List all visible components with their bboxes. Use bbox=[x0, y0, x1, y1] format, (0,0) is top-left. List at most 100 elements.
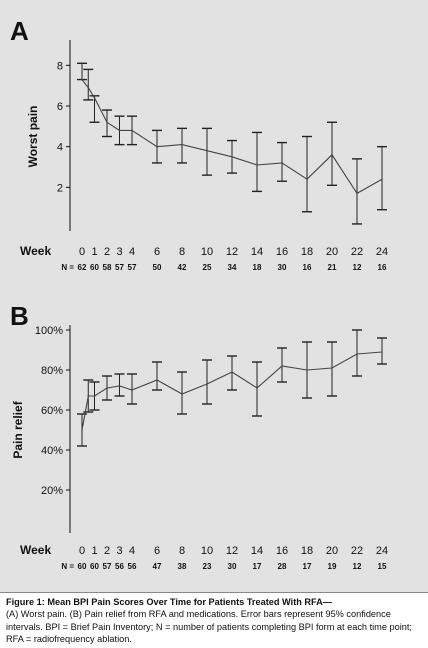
x-tick-label: 12 bbox=[226, 246, 238, 258]
data-point bbox=[331, 154, 333, 156]
x-tick-label: 1 bbox=[91, 246, 97, 258]
y-tick-label: 2 bbox=[57, 182, 63, 194]
x-tick-label: 10 bbox=[201, 246, 213, 258]
data-point bbox=[381, 178, 383, 180]
y-tick-label: 6 bbox=[57, 101, 63, 113]
n-value-label: 15 bbox=[378, 562, 387, 571]
data-point bbox=[256, 387, 258, 389]
x-tick-label: 1 bbox=[91, 545, 97, 557]
n-value-label: 28 bbox=[278, 562, 287, 571]
n-value-label: 16 bbox=[378, 263, 387, 272]
x-axis-label: Week bbox=[20, 543, 51, 557]
n-value-label: 57 bbox=[128, 263, 137, 272]
data-point bbox=[81, 429, 83, 431]
n-value-label: 21 bbox=[328, 263, 337, 272]
n-value-label: 30 bbox=[228, 562, 237, 571]
data-point bbox=[381, 351, 383, 353]
data-point bbox=[181, 143, 183, 146]
y-tick-label: 8 bbox=[57, 60, 63, 72]
n-value-label: 50 bbox=[153, 263, 162, 272]
data-point bbox=[156, 145, 158, 148]
n-value-label: 34 bbox=[228, 263, 237, 272]
x-tick-label: 3 bbox=[116, 545, 122, 557]
data-point bbox=[131, 129, 133, 132]
n-value-label: 17 bbox=[303, 562, 312, 571]
n-value-label: 23 bbox=[203, 562, 212, 571]
data-point bbox=[331, 367, 333, 369]
x-tick-label: 0 bbox=[79, 246, 85, 258]
data-point bbox=[231, 156, 233, 158]
y-tick-label: 20% bbox=[41, 485, 63, 497]
n-value-label: 18 bbox=[253, 263, 262, 272]
y-axis-label: Pain relief bbox=[11, 400, 25, 458]
data-point bbox=[281, 365, 283, 367]
n-value-label: 17 bbox=[253, 562, 262, 571]
x-tick-label: 20 bbox=[326, 246, 338, 258]
x-tick-label: 3 bbox=[116, 246, 122, 258]
data-point bbox=[93, 395, 96, 397]
data-point bbox=[118, 129, 121, 132]
x-tick-label: 22 bbox=[351, 545, 363, 557]
x-tick-label: 8 bbox=[179, 246, 185, 258]
data-point bbox=[181, 393, 183, 395]
n-value-label: 25 bbox=[203, 263, 212, 272]
data-point bbox=[106, 121, 108, 124]
data-point bbox=[356, 192, 358, 195]
x-tick-label: 4 bbox=[129, 545, 135, 557]
x-tick-label: 18 bbox=[301, 246, 313, 258]
x-tick-label: 16 bbox=[276, 545, 288, 557]
x-tick-label: 10 bbox=[201, 545, 213, 557]
x-tick-label: 20 bbox=[326, 545, 338, 557]
y-tick-label: 60% bbox=[41, 405, 63, 417]
series-line bbox=[81, 351, 383, 431]
panel-letter: B bbox=[10, 301, 29, 331]
data-point bbox=[118, 385, 121, 387]
x-tick-label: 6 bbox=[154, 545, 160, 557]
n-prefix-label: N = bbox=[61, 562, 74, 571]
n-value-label: 56 bbox=[128, 562, 137, 571]
y-tick-label: 80% bbox=[41, 365, 63, 377]
x-axis-label: Week bbox=[20, 244, 51, 258]
n-value-label: 62 bbox=[78, 263, 87, 272]
y-tick-label: 4 bbox=[57, 142, 63, 154]
x-tick-label: 22 bbox=[351, 246, 363, 258]
data-point bbox=[156, 379, 158, 381]
y-tick-label: 40% bbox=[41, 445, 63, 457]
n-value-label: 56 bbox=[115, 562, 124, 571]
x-tick-label: 18 bbox=[301, 545, 313, 557]
x-tick-label: 4 bbox=[129, 246, 135, 258]
data-point bbox=[356, 353, 358, 355]
data-point bbox=[131, 389, 133, 391]
n-value-label: 58 bbox=[103, 263, 112, 272]
x-tick-label: 2 bbox=[104, 246, 110, 258]
n-value-label: 30 bbox=[278, 263, 287, 272]
x-tick-label: 24 bbox=[376, 246, 388, 258]
x-tick-label: 24 bbox=[376, 545, 388, 557]
n-value-label: 19 bbox=[328, 562, 337, 571]
series-line bbox=[81, 79, 383, 195]
n-value-label: 60 bbox=[90, 562, 99, 571]
y-tick-label: 100% bbox=[35, 325, 63, 337]
x-tick-label: 2 bbox=[104, 545, 110, 557]
data-point bbox=[206, 383, 208, 385]
x-tick-label: 8 bbox=[179, 545, 185, 557]
data-point bbox=[306, 178, 308, 180]
n-value-label: 38 bbox=[178, 562, 187, 571]
data-point bbox=[87, 395, 90, 397]
data-point bbox=[81, 78, 83, 81]
caption-title: Figure 1: Mean BPI Pain Scores Over Time… bbox=[6, 597, 332, 607]
x-tick-label: 14 bbox=[251, 545, 263, 557]
n-value-label: 60 bbox=[90, 263, 99, 272]
x-tick-label: 12 bbox=[226, 545, 238, 557]
caption-body: (A) Worst pain. (B) Pain relief from RFA… bbox=[6, 609, 412, 645]
data-point bbox=[206, 149, 208, 152]
n-value-label: 12 bbox=[353, 263, 362, 272]
figure-caption: Figure 1: Mean BPI Pain Scores Over Time… bbox=[0, 592, 428, 648]
data-point bbox=[256, 164, 258, 166]
x-tick-label: 16 bbox=[276, 246, 288, 258]
n-value-label: 12 bbox=[353, 562, 362, 571]
data-point bbox=[87, 86, 90, 89]
